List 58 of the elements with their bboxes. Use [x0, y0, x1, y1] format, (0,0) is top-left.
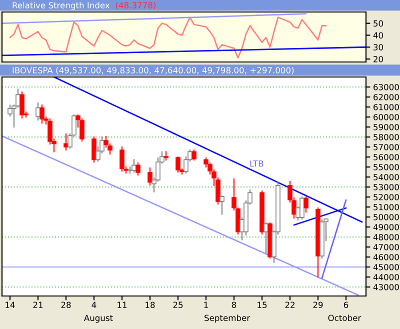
y-tick-label: 53000 — [374, 184, 399, 190]
text: September — [204, 314, 250, 323]
y-tick-label: 20 — [374, 56, 383, 62]
y-tick-label: 43000 — [373, 284, 399, 290]
text: August — [84, 314, 113, 323]
y-tick-label: 44000 — [373, 274, 399, 280]
candlestick — [300, 196, 304, 220]
chart-title: IBOVESPA (49,537.00, 49,833.00, 47,640.00, 49,798.00, +297.000) — [12, 66, 294, 74]
y-tick-label: 52000 — [374, 194, 399, 200]
y-tick-label: 48000 — [373, 234, 399, 240]
y-tick-label: 50 — [374, 20, 383, 27]
candlestick — [192, 149, 196, 161]
candlestick — [148, 167, 152, 186]
y-tick-label: 61000 — [374, 104, 399, 110]
x-tick-label: 22 — [285, 302, 294, 308]
x-tick-label: 6 — [344, 302, 348, 308]
chart-title: Relative Strength Index — [12, 2, 110, 10]
x-tick-label: 25 — [173, 302, 183, 308]
y-tick-label: 49000 — [373, 224, 399, 230]
y-tick-label: 56000 — [374, 154, 399, 160]
x-tick-label: 21 — [33, 302, 43, 308]
y-tick-label: 50000 — [374, 214, 399, 220]
x-tick-label: 1 — [204, 302, 208, 308]
candlestick — [20, 91, 24, 119]
x-tick-label: 4 — [92, 302, 96, 308]
candlestick — [80, 118, 84, 142]
y-tick-label: 60000 — [374, 114, 399, 120]
x-tick-label: 14 — [6, 302, 15, 308]
y-tick-label: 58000 — [374, 134, 399, 140]
y-tick-label: 59000 — [374, 124, 399, 130]
y-tick-label: 47000 — [373, 244, 399, 250]
annotation: LTB — [250, 160, 264, 167]
x-tick-label: 29 — [313, 302, 323, 308]
y-tick-label: 30 — [374, 44, 383, 50]
candlestick — [220, 195, 224, 215]
candlestick — [120, 146, 124, 172]
candlestick — [40, 104, 44, 124]
x-tick-label: 8 — [232, 302, 236, 308]
y-tick-label: 40 — [373, 32, 383, 38]
candlestick — [176, 156, 180, 173]
y-tick-label: 55000 — [374, 164, 399, 170]
x-tick-label: 15 — [258, 302, 267, 308]
text: October — [328, 314, 362, 322]
candlestick — [304, 196, 308, 213]
y-tick-label: 62000 — [374, 94, 399, 100]
y-tick-label: 51000 — [374, 204, 399, 210]
y-tick-label: 45000 — [373, 264, 399, 270]
candlestick — [92, 136, 96, 163]
x-tick-label: 28 — [61, 302, 71, 308]
y-tick-label: 54000 — [374, 174, 399, 180]
x-tick-label: 11 — [118, 302, 127, 308]
chart-subtitle: (48.3778) — [116, 2, 156, 10]
y-tick-label: 46000 — [373, 254, 399, 260]
y-tick-label: 63000 — [374, 84, 399, 90]
candlestick — [136, 162, 140, 176]
x-tick-label: 18 — [146, 302, 155, 308]
line-series — [9, 16, 327, 59]
y-tick-label: 57000 — [374, 144, 399, 150]
